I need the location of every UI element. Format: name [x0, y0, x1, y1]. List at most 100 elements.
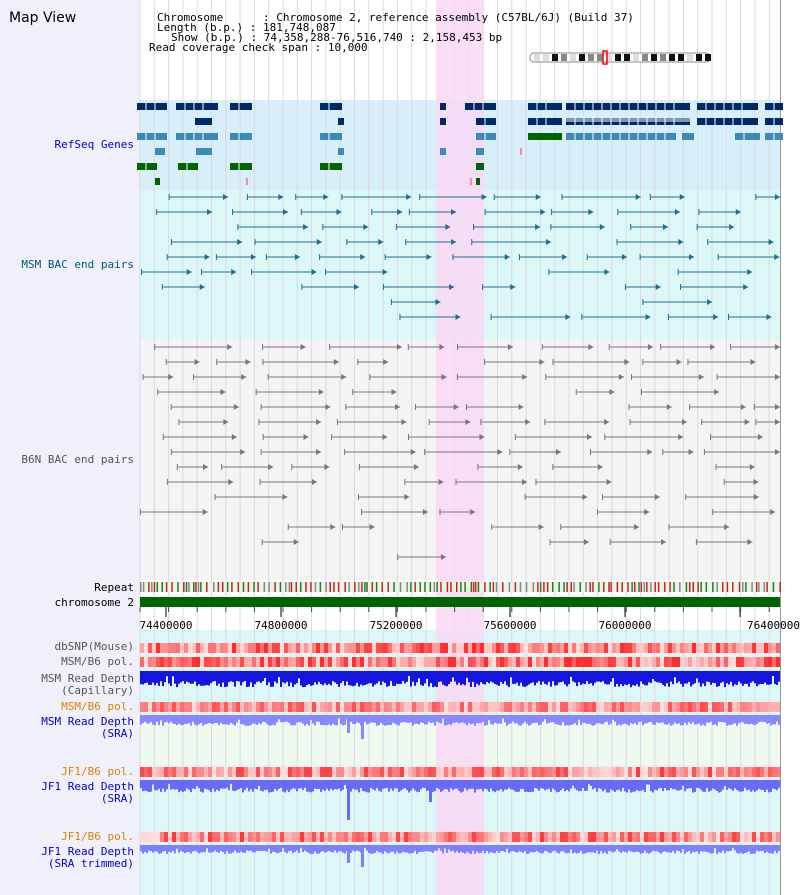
- depth-bar: [672, 671, 674, 685]
- depth-bar: [392, 671, 394, 686]
- depth-bar: [412, 715, 414, 726]
- heat-cell: [420, 643, 424, 653]
- track-label-refseq[interactable]: RefSeq Genes: [54, 138, 134, 151]
- depth-bar: [280, 671, 282, 687]
- depth-bar: [416, 845, 418, 854]
- depth-bar: [454, 715, 456, 723]
- heat-cell: [328, 657, 332, 667]
- heat-cell: [412, 767, 416, 777]
- depth-bar: [252, 780, 254, 792]
- repeat-element: [589, 582, 591, 592]
- depth-bar: [370, 671, 372, 684]
- heat-cell: [760, 767, 764, 777]
- depth-bar: [580, 845, 582, 851]
- repeat-element: [558, 582, 560, 592]
- heat-cell: [616, 657, 620, 667]
- depth-bar: [220, 845, 222, 851]
- heat-cell: [468, 767, 472, 777]
- heat-cell: [544, 832, 548, 842]
- heat-cell: [424, 832, 428, 842]
- heat-cell: [372, 643, 376, 653]
- heat-cell: [148, 643, 152, 653]
- depth-bar: [636, 780, 638, 790]
- heat-cell: [188, 832, 192, 842]
- heat-cell: [588, 767, 592, 777]
- heat-cell: [156, 702, 160, 712]
- depth-bar: [282, 715, 284, 723]
- repeat-element: [460, 582, 462, 592]
- depth-bar: [254, 780, 256, 789]
- depth-bar: [570, 845, 572, 850]
- depth-bar: [312, 845, 314, 854]
- bac-end-arrow: [438, 479, 444, 485]
- bac-end-arrow: [645, 314, 651, 320]
- track-label-b6n-bac[interactable]: B6N BAC end pairs: [21, 453, 134, 466]
- depth-bar: [186, 845, 188, 853]
- depth-bar: [592, 715, 594, 726]
- heat-cell: [268, 657, 272, 667]
- depth-bar: [558, 780, 560, 792]
- depth-bar: [702, 715, 704, 725]
- depth-bar: [494, 671, 496, 685]
- depth-bar: [560, 845, 562, 852]
- bac-end-arrow: [382, 434, 388, 440]
- depth-bar: [342, 715, 344, 726]
- repeat-element: [779, 582, 781, 592]
- depth-bar: [208, 845, 210, 853]
- depth-bar: [708, 780, 710, 792]
- heat-cell: [384, 643, 388, 653]
- heat-cell: [284, 767, 288, 777]
- heat-cell: [276, 832, 280, 842]
- depth-bar: [722, 845, 724, 851]
- heat-cell: [260, 657, 264, 667]
- depth-bar: [692, 845, 694, 852]
- depth-bar: [642, 780, 644, 790]
- depth-bar: [272, 671, 274, 687]
- gene-glyph: [176, 103, 218, 110]
- depth-bar: [720, 715, 722, 722]
- depth-bar: [176, 715, 178, 726]
- heat-cell: [176, 702, 180, 712]
- depth-bar: [416, 715, 418, 724]
- depth-bar: [142, 780, 144, 792]
- depth-bar: [284, 715, 286, 722]
- depth-bar: [608, 715, 610, 725]
- depth-bar: [366, 845, 368, 851]
- axis-tick-label: 76000000: [598, 619, 652, 632]
- depth-bar: [378, 671, 380, 682]
- depth-bar: [608, 845, 610, 851]
- depth-bar: [324, 715, 326, 725]
- heat-cell: [424, 643, 428, 653]
- heat-cell: [752, 643, 756, 653]
- heat-cell: [332, 832, 336, 842]
- heat-cell: [216, 767, 220, 777]
- depth-bar: [498, 715, 500, 724]
- track-label-msm-bac[interactable]: MSM BAC end pairs: [21, 258, 134, 271]
- heat-cell: [728, 643, 732, 653]
- marker: [520, 148, 522, 155]
- depth-bar: [394, 845, 396, 854]
- bac-end-arrow: [204, 254, 210, 260]
- depth-bar: [766, 780, 768, 790]
- heat-cell: [608, 702, 612, 712]
- depth-bar: [424, 845, 426, 852]
- gene-glyph: [476, 118, 496, 125]
- depth-bar: [292, 845, 294, 854]
- heat-cell: [740, 643, 744, 653]
- heat-cell: [604, 643, 608, 653]
- repeat-element: [570, 582, 572, 592]
- depth-bar: [298, 845, 300, 854]
- heat-cell: [764, 832, 768, 842]
- heat-cell: [672, 832, 676, 842]
- depth-bar: [246, 780, 248, 788]
- depth-bar: [374, 715, 376, 723]
- heat-cell: [288, 657, 292, 667]
- heat-cell: [236, 832, 240, 842]
- repeat-element: [268, 582, 270, 592]
- depth-bar: [414, 780, 416, 791]
- repeat-element: [532, 582, 535, 592]
- heat-cell: [500, 832, 504, 842]
- bac-end-arrow: [766, 314, 772, 320]
- heat-cell: [172, 657, 176, 667]
